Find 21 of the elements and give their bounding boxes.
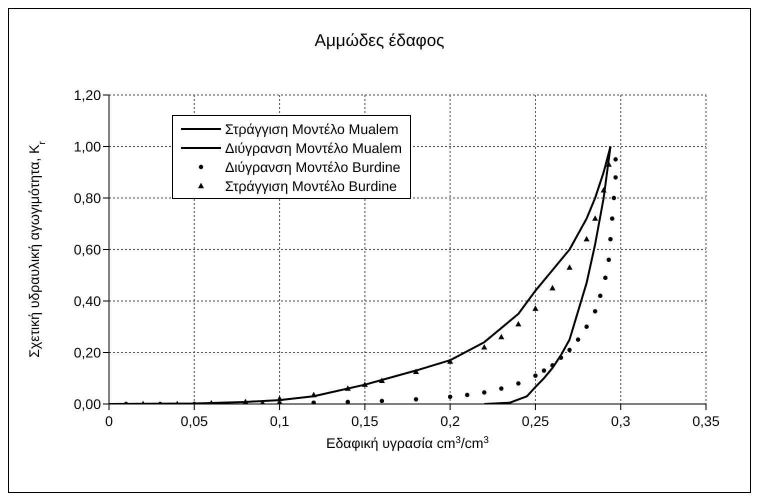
x-tick-label: 0,35 [692,413,720,429]
x-tick-label: 0,25 [522,413,550,429]
legend-label: Διύγρανση Μοντέλο Mualem [225,140,402,156]
x-tick-label: 0,3 [610,413,631,429]
y-tick-label: 0,80 [74,190,102,206]
legend-label: Διύγρανση Μοντέλο Burdine [225,158,400,174]
x-tick-label: 0,1 [270,413,290,429]
chart-title: Αμμώδες έδαφος [314,31,446,51]
x-tick-label: 0,05 [180,413,208,429]
x-tick-label: 0,15 [351,413,379,429]
x-axis-title: Εδαφική υγρασία cm$^{3}$/cm$^{3}$ [326,434,490,451]
y-tick-label: 0,60 [74,241,102,258]
y-tick-label: 0,00 [74,396,102,412]
legend-label: Στράγγιση Μοντέλο Mualem [225,120,398,136]
y-tick-label: 1,20 [74,86,102,103]
x-tick-label: 0 [105,413,114,429]
y-tick-label: 0,20 [74,344,102,360]
x-tick-label: 0,2 [440,413,460,429]
y-tick-label: 1,00 [74,138,102,154]
legend-label: Στράγγιση Μοντέλο Burdine [225,178,397,194]
y-tick-label: 0,40 [74,292,102,309]
